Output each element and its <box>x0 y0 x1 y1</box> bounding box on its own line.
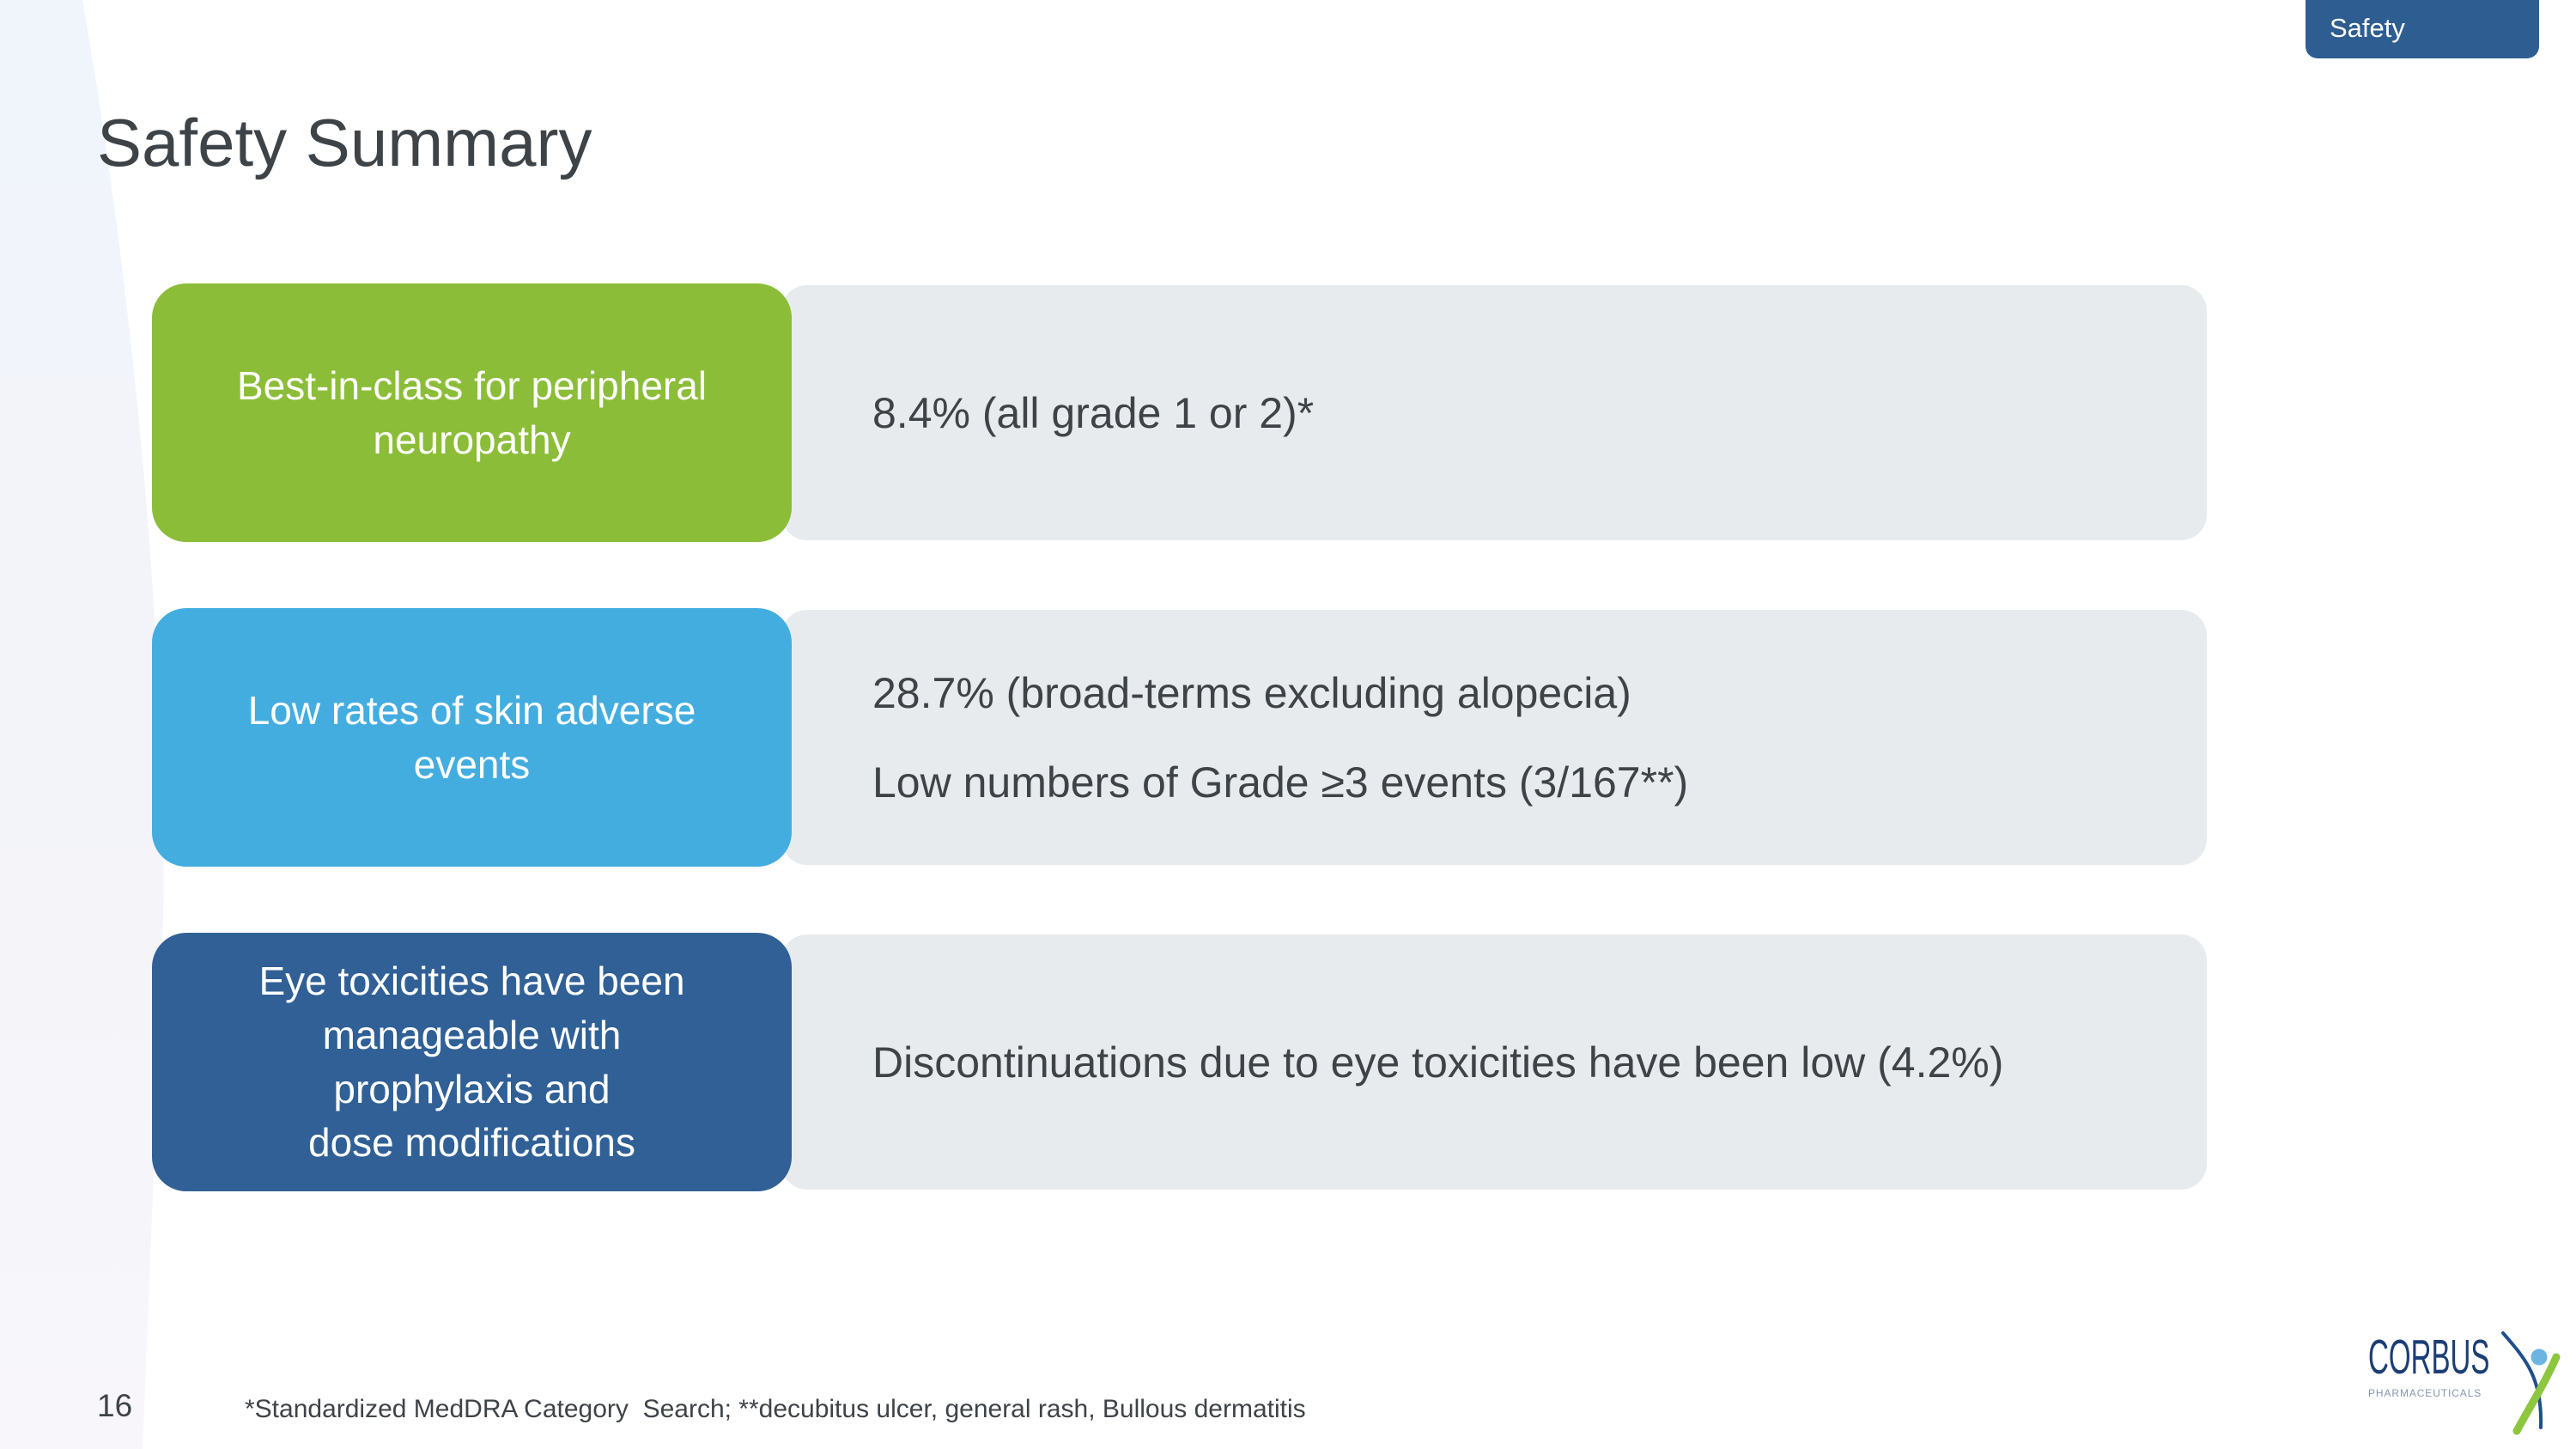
point-text: 28.7% (broad-terms excluding alopecia) <box>872 668 1631 717</box>
point-text: 8.4% (all grade 1 or 2)* <box>872 388 1315 437</box>
label-line: events <box>413 741 531 787</box>
slide-title: Safety Summary <box>97 105 592 180</box>
row-eye-toxicities: Eye toxicities have been manageable with… <box>152 933 2207 1191</box>
page-number: 16 <box>97 1388 133 1423</box>
section-tab-safety: Safety <box>2306 0 2539 58</box>
row-panel <box>781 610 2207 865</box>
label-line: neuropathy <box>373 417 571 462</box>
footnote: *Standardized MedDRA Category Search; **… <box>245 1395 1306 1423</box>
row-points: 8.4% (all grade 1 or 2)* <box>872 283 2172 542</box>
logo-figure-icon <box>2501 1331 2561 1435</box>
row-peripheral-neuropathy: Best-in-class for peripheral neuropathy … <box>152 283 2207 542</box>
category-box-peripheral-neuropathy: Best-in-class for peripheral neuropathy <box>152 283 792 542</box>
label-line: Best-in-class for peripheral <box>236 362 708 408</box>
label-line: dose modifications <box>308 1120 635 1166</box>
row-skin-adverse-events: Low rates of skin adverse events 28.7% (… <box>152 608 2207 867</box>
row-points: Discontinuations due to eye toxicities h… <box>872 933 2172 1191</box>
category-box-label: Best-in-class for peripheral neuropathy <box>237 359 707 466</box>
logo-subtitle: PHARMACEUTICALS <box>2368 1387 2482 1399</box>
category-box-skin-adverse-events: Low rates of skin adverse events <box>152 608 792 867</box>
category-box-label: Low rates of skin adverse events <box>248 684 696 791</box>
background-swoosh <box>0 0 164 1449</box>
label-line: prophylaxis and <box>333 1066 611 1111</box>
row-points: 28.7% (broad-terms excluding alopecia) L… <box>872 608 2172 867</box>
label-line: Eye toxicities have been <box>258 959 685 1004</box>
summary-rows: Best-in-class for peripheral neuropathy … <box>152 283 2207 1257</box>
label-line: manageable with <box>322 1012 622 1057</box>
row-panel <box>781 285 2207 540</box>
logo-wordmark: CORBUS <box>2368 1330 2490 1385</box>
row-panel <box>781 935 2207 1190</box>
point-text: Discontinuations due to eye toxicities h… <box>872 1038 2004 1087</box>
corbus-logo: CORBUS PHARMACEUTICALS <box>2368 1330 2570 1435</box>
category-box-eye-toxicities: Eye toxicities have been manageable with… <box>152 933 792 1191</box>
point-text: Low numbers of Grade ≥3 events (3/167**) <box>872 758 1689 807</box>
category-box-label: Eye toxicities have been manageable with… <box>258 954 684 1169</box>
label-line: Low rates of skin adverse <box>247 687 696 733</box>
